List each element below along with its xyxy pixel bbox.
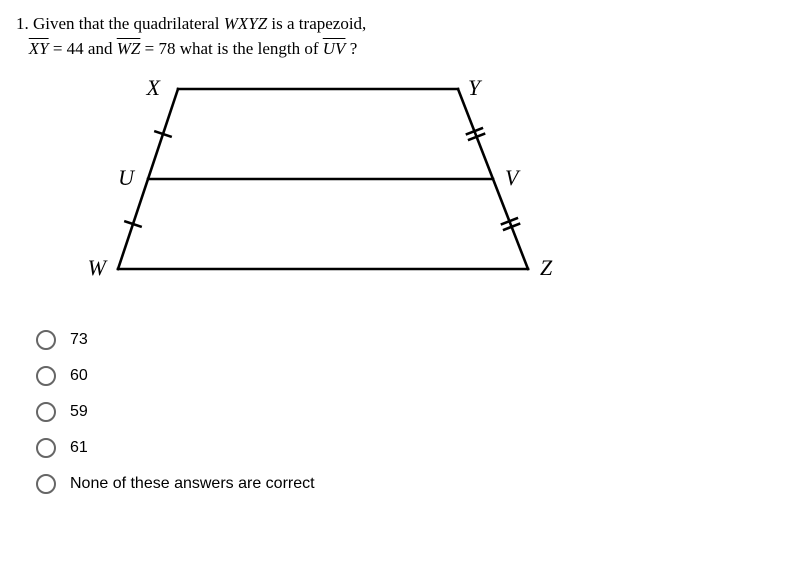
seg-xy: XY (29, 39, 49, 58)
radio-icon[interactable] (36, 402, 56, 422)
answer-choice[interactable]: 59 (16, 394, 784, 430)
seg-uv: UV (323, 39, 346, 58)
answer-choice[interactable]: 60 (16, 358, 784, 394)
seg-wz: WZ (117, 39, 141, 58)
answer-choice[interactable]: None of these answers are correct (16, 466, 784, 502)
eq2: = 78 what is the length of (140, 39, 322, 58)
svg-text:U: U (118, 165, 136, 190)
choice-label: 59 (70, 403, 88, 421)
svg-text:Y: Y (468, 75, 483, 100)
choice-label: None of these answers are correct (70, 475, 315, 493)
answer-choice[interactable]: 61 (16, 430, 784, 466)
svg-text:W: W (88, 255, 108, 280)
answer-choices: 73 60 59 61 None of these answers are correc… (16, 322, 784, 502)
choice-label: 73 (70, 331, 88, 349)
svg-text:X: X (146, 75, 162, 100)
radio-icon[interactable] (36, 474, 56, 494)
choice-label: 61 (70, 439, 88, 457)
q-line1-a: Given that the quadrilateral (33, 14, 224, 33)
choice-label: 60 (70, 367, 88, 385)
radio-icon[interactable] (36, 366, 56, 386)
answer-choice[interactable]: 73 (16, 322, 784, 358)
question-text: 1. Given that the quadrilateral WXYZ is … (16, 12, 784, 61)
radio-icon[interactable] (36, 330, 56, 350)
qmark: ? (345, 39, 357, 58)
eq1: = 44 and (49, 39, 117, 58)
q-line1-b: is a trapezoid, (267, 14, 366, 33)
radio-icon[interactable] (36, 438, 56, 458)
question-number: 1. (16, 14, 29, 33)
q-quad: WXYZ (224, 14, 267, 33)
trapezoid-figure: X Y W Z U V (58, 69, 784, 304)
svg-text:V: V (505, 165, 521, 190)
svg-text:Z: Z (540, 255, 553, 280)
